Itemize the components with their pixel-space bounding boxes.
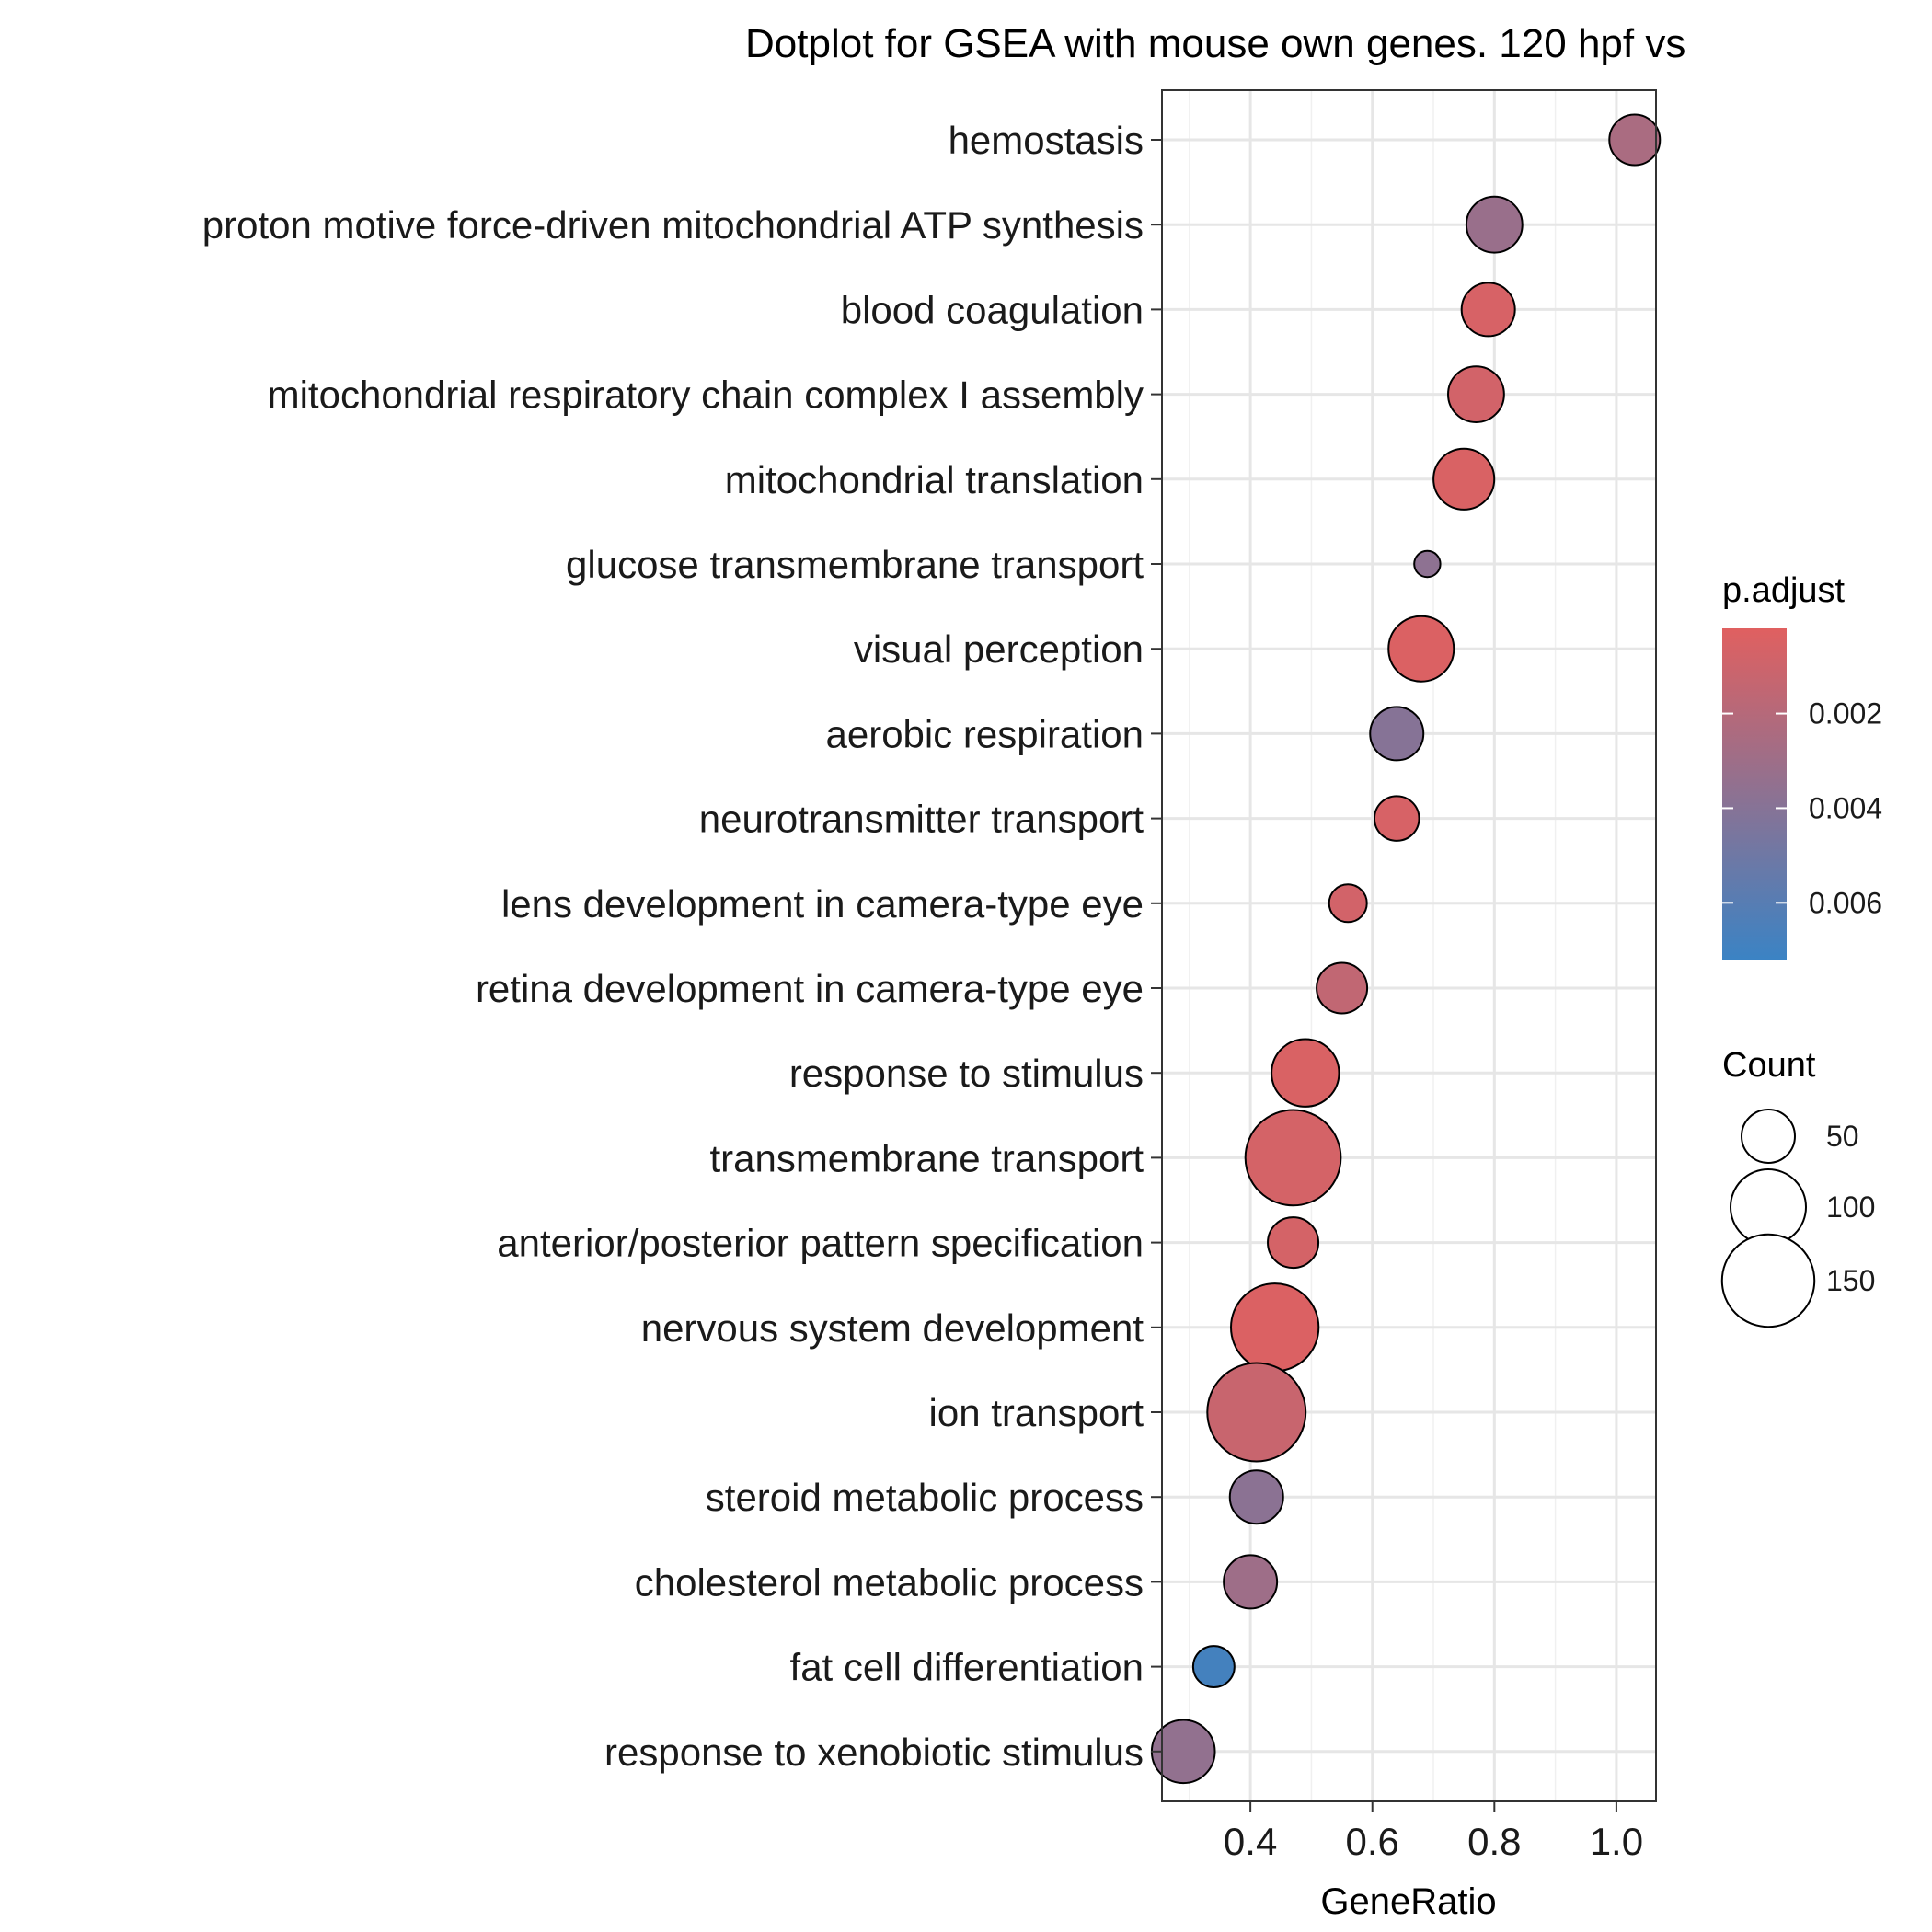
- data-point: [1460, 282, 1516, 338]
- color-legend-ticks: 0.002 0.004 0.006: [1722, 697, 1882, 919]
- size-legend-title: Count: [1722, 1046, 1816, 1085]
- data-point: [1271, 1038, 1340, 1108]
- chart-title: Dotplot for GSEA with mouse own genes. 1…: [745, 21, 1685, 66]
- color-legend-label: 0.004: [1809, 791, 1882, 824]
- y-tick-label: glucose transmembrane transport: [566, 543, 1144, 586]
- data-point: [1228, 1469, 1284, 1525]
- y-tick-label: nervous system development: [641, 1306, 1144, 1350]
- y-tick-label: hemostasis: [949, 119, 1144, 162]
- y-tick-label: cholesterol metabolic process: [635, 1560, 1144, 1604]
- size-legend-items: 50 100 150: [1720, 1109, 1875, 1328]
- data-point: [1387, 615, 1455, 683]
- data-point: [1230, 1282, 1320, 1373]
- data-point: [1316, 961, 1369, 1015]
- y-tick-label: response to stimulus: [789, 1052, 1144, 1095]
- y-tick-label: fat cell differentiation: [790, 1646, 1144, 1689]
- data-points: [1150, 113, 1662, 1785]
- y-tick-label: retina development in camera-type eye: [476, 967, 1144, 1010]
- data-point: [1267, 1216, 1320, 1270]
- color-legend-title: p.adjust: [1722, 571, 1846, 610]
- y-axis: hemostasis proton motive force-driven mit…: [202, 119, 1162, 1774]
- color-legend-label: 0.006: [1809, 886, 1882, 919]
- plot-border: [1161, 89, 1657, 1802]
- y-tick-label: mitochondrial translation: [725, 458, 1144, 501]
- data-point: [1413, 549, 1442, 579]
- y-tick-label: transmembrane transport: [709, 1136, 1144, 1179]
- y-tick-label: aerobic respiration: [825, 712, 1144, 755]
- data-point: [1447, 365, 1505, 424]
- y-tick-label: neurotransmitter transport: [699, 798, 1144, 841]
- size-legend-circle: [1741, 1109, 1796, 1164]
- x-tick-label: 0.8: [1467, 1820, 1521, 1863]
- color-legend-bar: [1722, 628, 1787, 960]
- color-legend-label: 0.002: [1809, 697, 1882, 730]
- x-tick-label: 0.6: [1346, 1820, 1399, 1863]
- y-tick-label: response to xenobiotic stimulus: [604, 1731, 1144, 1774]
- data-point: [1465, 195, 1524, 254]
- size-legend-circle: [1720, 1233, 1816, 1328]
- x-tick-label: 1.0: [1590, 1820, 1643, 1863]
- size-legend-label: 100: [1826, 1190, 1875, 1224]
- data-point: [1608, 113, 1662, 167]
- data-point: [1432, 447, 1496, 511]
- data-point: [1206, 1362, 1307, 1463]
- plot-panel: [1162, 90, 1656, 1801]
- color-legend: p.adjust 0.002 0.004 0.006: [1722, 571, 1882, 960]
- y-tick-label: steroid metabolic process: [706, 1476, 1144, 1519]
- size-legend-label: 50: [1826, 1120, 1859, 1153]
- y-tick-label: visual perception: [854, 627, 1144, 671]
- size-legend-circle: [1730, 1168, 1807, 1246]
- y-tick-label: blood coagulation: [841, 288, 1144, 331]
- x-axis: 0.4 0.6 0.8 1.0: [1224, 1801, 1643, 1863]
- x-tick-label: 0.4: [1224, 1820, 1277, 1863]
- grid-lines: [1162, 90, 1656, 1801]
- size-legend: Count 50 100 150: [1720, 1046, 1875, 1328]
- size-legend-label: 150: [1826, 1264, 1875, 1297]
- data-point: [1223, 1554, 1279, 1610]
- y-tick-label: lens development in camera-type eye: [501, 882, 1144, 926]
- y-tick-label: mitochondrial respiratory chain complex …: [268, 374, 1144, 417]
- data-point: [1191, 1645, 1236, 1689]
- y-tick-label: ion transport: [929, 1391, 1144, 1434]
- y-tick-label: proton motive force-driven mitochondrial…: [202, 203, 1144, 247]
- data-point: [1244, 1109, 1342, 1207]
- data-point: [1369, 706, 1425, 762]
- y-tick-label: anterior/posterior pattern specification: [497, 1222, 1144, 1265]
- data-point: [1373, 795, 1420, 842]
- data-point: [1328, 883, 1368, 924]
- x-axis-title: GeneRatio: [1320, 1881, 1496, 1922]
